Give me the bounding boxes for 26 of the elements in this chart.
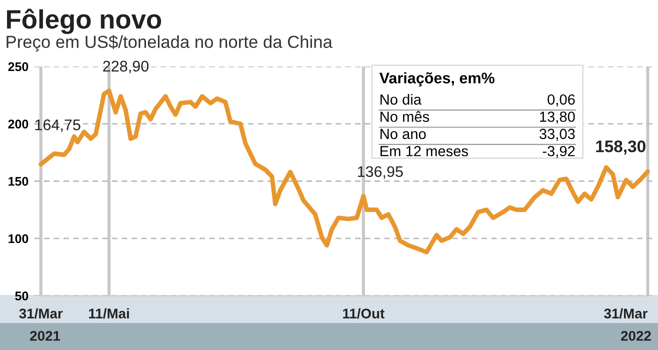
annotation: 158,30 [596,140,646,155]
annotation: 0,06 [548,94,575,106]
y-tick-label: 50 [15,292,28,300]
x-tick-label: 31/Mar [604,308,648,319]
annotation: No mês [380,111,430,122]
text: 2021 [30,330,60,341]
y-tick-label: 100 [8,234,28,244]
annotation: Em 12 meses [380,146,468,156]
annotation: 136,95 [358,166,403,179]
annotation: 13,80 [540,112,575,124]
annotation: 33,03 [539,128,575,141]
y-tick-label: 150 [8,176,28,186]
chart-subtitle: Preço em US$/tonelada no norte da China [6,35,332,52]
annotation: No dia [380,94,422,105]
annotation: 228,90 [103,60,149,74]
annotation: Variações, em% [379,72,494,86]
annotation: No ano [380,128,426,140]
annotation: -3,92 [542,146,575,158]
text: 2022 [621,330,651,341]
y-tick-label: 200 [8,120,28,128]
y-tick-label: 250 [8,62,28,72]
x-tick-label: 11/Mai [89,308,129,319]
x-tick-label: 11/Out [343,308,384,319]
annotation: 164,75 [35,119,80,132]
chart-title: Fôlego novo [7,8,162,34]
x-tick-label: 31/Mar [19,308,63,319]
